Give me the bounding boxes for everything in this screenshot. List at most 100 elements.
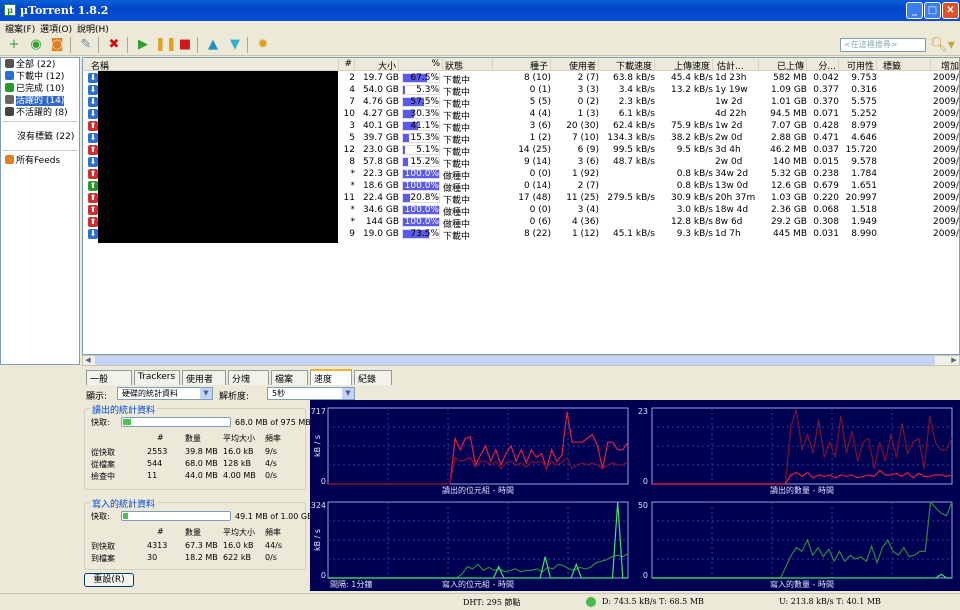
progress-text: 100.0% (404, 169, 439, 179)
tab-label: 速度 (314, 375, 333, 385)
sidebar-no-label[interactable]: 沒有標籤 (22) (17, 132, 75, 142)
remove-button[interactable]: ✖ (106, 37, 122, 53)
minimize-button[interactable]: _ (906, 2, 923, 19)
cell-seeds: 0 (1) (529, 85, 551, 95)
menu-help[interactable]: 說明(H) (77, 25, 109, 35)
column-header[interactable]: 估計... (715, 59, 759, 72)
tab-5[interactable]: 速度 (310, 369, 352, 385)
column-header[interactable]: 名稱 (89, 59, 339, 72)
cell-size: 54.0 GB (362, 85, 399, 95)
table-row[interactable]: ⬆ 3 40.1 GB 下載中 3 (6) 20 (30) 62.4 kB/s 75.9 kB… (83, 120, 959, 134)
close-button[interactable]: ✕ (942, 2, 959, 19)
cell-status: 下載中 (443, 196, 471, 206)
cell-dl: 45.1 kB/s (612, 229, 655, 239)
seeding-icon: ⬆ (88, 193, 98, 203)
column-header[interactable]: 狀態 (443, 59, 493, 72)
table-row[interactable]: ⬇ 4 54.0 GB 下載中 0 (1) 3 (3) 3.4 kB/s 13.2 kB/s 1… (83, 84, 959, 98)
column-header[interactable]: 種子 (493, 59, 551, 72)
stop-button[interactable]: ■ (177, 37, 193, 53)
sidebar-item[interactable]: 不活躍的 (8) (5, 107, 68, 119)
cell-added: 2009/4 (933, 217, 959, 227)
graph-caption: 寫入的位元組 - 時間 (442, 579, 514, 589)
stat-value: 128 kB (223, 459, 251, 468)
column-header[interactable]: # (339, 59, 355, 70)
tab-2[interactable]: 使用者 (182, 370, 226, 385)
graph-ymin: 0 (321, 571, 326, 580)
table-row[interactable]: ⬇ 8 57.8 GB 下載中 9 (14) 3 (6) 48.7 kB/s 2w 0d 140… (83, 156, 959, 170)
resolution-select[interactable]: 5秒 ▼ (267, 387, 355, 400)
table-row[interactable]: ⬇ 9 19.0 GB 下載中 8 (22) 1 (12) 45.1 kB/s 9.3 kB/… (83, 228, 959, 242)
sidebar-item[interactable]: 全部 (22) (5, 59, 55, 71)
tab-0[interactable]: 一般 (86, 370, 132, 385)
table-row[interactable]: ⬇ 7 4.76 GB 下載中 5 (5) 0 (2) 2.3 kB/s 1w 2d 1.01 … (83, 96, 959, 110)
scroll-right-icon[interactable]: ▶ (951, 356, 957, 364)
start-button[interactable]: ▶ (135, 37, 151, 53)
speed-graphs: 717 0 kB / s 讀出的位元組 - 時間 23 0 讀出的數量 - 時間 2324 0 k… (310, 400, 960, 591)
stat-header: 平均大小 (223, 528, 255, 537)
table-row[interactable]: ⬆ * 22.3 GB 做種中 0 (0) 1 (92) 0.8 kB/s 34w 2d 5.3… (83, 168, 959, 182)
cell-ratio: 0.042 (813, 73, 839, 83)
stat-value: 30 (147, 553, 158, 562)
cell-ratio: 0.370 (813, 97, 839, 107)
column-header[interactable]: 下載速度 (599, 59, 655, 72)
read-stats-group: 讀出的統計資料 快取: 68.0 MB of 975 MB # 數量 平均大小 頻率從… (84, 403, 311, 490)
move-down-button[interactable]: ▼ (227, 37, 243, 53)
tab-4[interactable]: 檔案 (271, 370, 308, 385)
column-header[interactable]: 使用者 (551, 59, 599, 72)
table-row[interactable]: ⬆ 11 22.4 GB 下載中 17 (48) 11 (25) 279.5 kB/s 30.… (83, 192, 959, 206)
table-row[interactable]: ⬆ * 34.6 GB 做種中 0 (0) 3 (4) 3.0 kB/s 18w 4d 2.36… (83, 204, 959, 218)
graphs-svg: 717 0 kB / s 讀出的位元組 - 時間 23 0 讀出的數量 - 時間 2324 0 k… (310, 407, 953, 589)
menu-file[interactable]: 檔案(F) (5, 25, 36, 35)
column-header[interactable]: 增加日 (931, 59, 959, 72)
column-header[interactable]: % (401, 59, 443, 70)
scroll-left-icon[interactable]: ◀ (85, 356, 91, 364)
sidebar-item[interactable]: 已完成 (10) (5, 83, 64, 95)
create-torrent-button[interactable]: ✎ (78, 37, 94, 53)
search-icon[interactable]: 🔍︎▾ (930, 37, 955, 53)
search-input[interactable]: <在這裡搜尋> (840, 38, 926, 52)
cell-ul: 9.5 kB/s (676, 145, 713, 155)
stat-value: 44/s (265, 541, 283, 550)
cell-avail: 0.316 (851, 85, 877, 95)
progress-text: 5.1% (416, 145, 439, 155)
tab-6[interactable]: 紀錄 (354, 370, 392, 385)
stat-label: 到檔案 (91, 554, 115, 563)
column-header[interactable]: 標籤 (881, 59, 931, 72)
table-row[interactable]: ⬆ 12 23.0 GB 下載中 14 (25) 6 (9) 99.5 kB/s 9.5 kB… (83, 144, 959, 158)
sidebar-item[interactable]: 活躍的 (14) (5, 95, 65, 107)
menu-options[interactable]: 選項(O) (40, 25, 73, 35)
show-select[interactable]: 硬碟的統計資料 ▼ (117, 387, 213, 400)
stat-value: 0/s (265, 471, 277, 480)
column-header[interactable]: 分... (807, 59, 839, 72)
column-header[interactable]: 已上傳 (759, 59, 807, 72)
table-row[interactable]: ⬇ 5 39.7 GB 下載中 1 (2) 7 (10) 134.3 kB/s 38.2 kB… (83, 132, 959, 146)
column-header[interactable]: 大小 (357, 59, 399, 72)
table-row[interactable]: ⬆ * 144 GB 做種中 0 (6) 4 (36) 12.8 kB/s 8w 6d 29.2… (83, 216, 959, 230)
horizontal-scrollbar[interactable]: ◀ ▶ (82, 355, 960, 366)
sidebar-item[interactable]: 下載中 (12) (5, 71, 64, 83)
reset-button[interactable]: 重設(R) (84, 573, 134, 587)
add-url-icon: ◉ (30, 37, 42, 52)
add-torrent-button[interactable]: + (6, 37, 22, 53)
maximize-button[interactable]: □ (924, 2, 941, 19)
move-up-button[interactable]: ▲ (205, 37, 221, 53)
table-row[interactable]: ⬆ * 18.6 GB 做種中 0 (14) 2 (7) 0.8 kB/s 13w 0d 12.… (83, 180, 959, 194)
tab-1[interactable]: Trackers (134, 370, 180, 385)
column-header[interactable]: 上傳速度 (655, 59, 713, 72)
preferences-button[interactable]: ✹ (255, 37, 271, 53)
rss-button[interactable]: ◙ (49, 37, 65, 53)
cell-added: 2009/5 (933, 229, 959, 239)
pause-button[interactable]: ❚❚ (155, 37, 177, 53)
column-header[interactable]: 可用性 (839, 59, 877, 72)
table-row[interactable]: ⬇ 10 4.27 GB 下載中 4 (4) 1 (3) 6.1 kB/s 4d 22h 94.… (83, 108, 959, 122)
cell-n: 3 (349, 121, 355, 131)
table-row[interactable]: ⬇ 2 19.7 GB 下載中 8 (10) 2 (7) 63.8 kB/s 45.4 kB/… (83, 72, 959, 86)
tab-3[interactable]: 分塊 (228, 370, 269, 385)
scroll-thumb[interactable] (95, 356, 935, 365)
sidebar-feeds[interactable]: 所有Feeds (5, 155, 60, 167)
add-url-button[interactable]: ◉ (28, 37, 44, 53)
cell-ratio: 0.220 (813, 193, 839, 203)
graph-caption: 寫入的數量 - 時間 (770, 579, 834, 589)
graph-interval: 間隔: 1分鐘 (330, 579, 372, 589)
cell-dl: 99.5 kB/s (612, 145, 655, 155)
